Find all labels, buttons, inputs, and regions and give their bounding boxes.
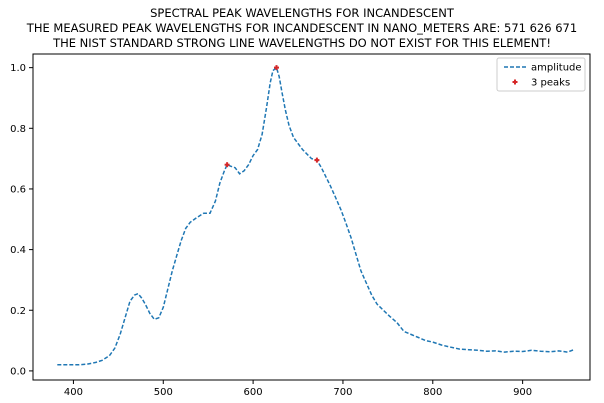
y-tick-label: 0.8 [10,124,26,135]
peak-marker [224,162,230,168]
series-layer [57,65,575,366]
x-tick-label: 500 [154,387,173,398]
x-tick-label: 600 [244,387,263,398]
legend-peaks-label: 3 peaks [531,78,570,89]
x-axis-ticks: 400 500 600 700 800 900 [64,380,532,398]
y-tick-label: 0.2 [10,306,26,317]
peak-marker [274,65,279,71]
peak-marker [314,157,320,163]
amplitude-line [57,66,575,366]
x-tick-label: 400 [64,387,83,398]
x-tick-label: 900 [513,387,532,398]
y-axis-ticks: 0.0 0.2 0.4 0.6 0.8 1.0 [10,63,33,377]
legend-amplitude-label: amplitude [531,63,582,74]
legend: amplitude 3 peaks [496,57,586,92]
x-tick-label: 800 [423,387,442,398]
chart-title-line-2: THE MEASURED PEAK WAVELENGTHS FOR INCAND… [26,21,578,35]
y-tick-label: 0.6 [10,184,26,195]
y-tick-label: 0.0 [10,366,26,377]
plot-area-frame [32,53,591,381]
x-tick-label: 700 [333,387,352,398]
y-tick-label: 1.0 [10,63,26,74]
legend-peaks-swatch [512,79,518,85]
chart-title-line-1: SPECTRAL PEAK WAVELENGTHS FOR INCANDESCE… [150,6,454,20]
y-tick-label: 0.4 [10,245,26,256]
chart-title-line-3: THE NIST STANDARD STRONG LINE WAVELENGTH… [53,36,551,50]
